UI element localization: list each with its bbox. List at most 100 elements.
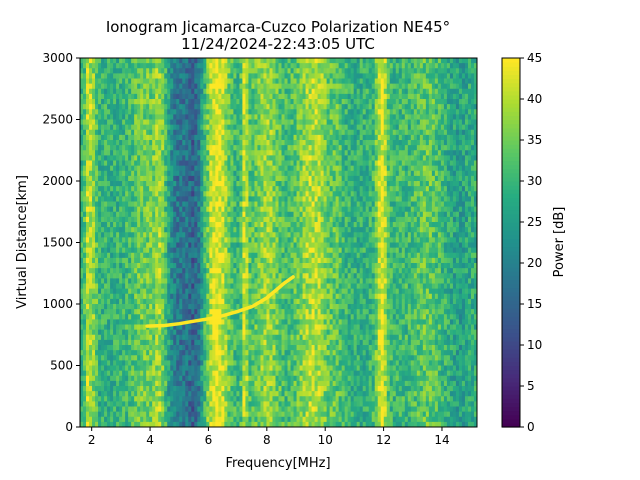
heatmap-cell — [266, 411, 270, 418]
heatmap-cell — [227, 375, 231, 382]
heatmap-cell — [239, 114, 243, 121]
heatmap-cell — [110, 278, 114, 285]
heatmap-cell — [206, 181, 210, 187]
heatmap-cell — [206, 293, 210, 300]
heatmap-cell — [260, 319, 264, 326]
heatmap-cell — [194, 124, 198, 131]
heatmap-cell — [236, 93, 240, 100]
heatmap-cell — [284, 396, 289, 402]
heatmap-cell — [206, 268, 210, 274]
heatmap-cell — [134, 396, 138, 402]
heatmap-cell — [104, 345, 108, 351]
heatmap-cell — [98, 370, 102, 377]
heatmap-cell — [230, 104, 234, 110]
heatmap-cell — [221, 175, 225, 182]
heatmap-cell — [215, 401, 219, 408]
heatmap-cell — [86, 401, 90, 408]
heatmap-cell — [83, 93, 87, 100]
heatmap-cell — [194, 339, 198, 346]
heatmap-cell — [107, 155, 111, 162]
heatmap-cell — [170, 298, 174, 305]
heatmap-cell — [161, 124, 165, 131]
heatmap-cell — [167, 155, 171, 162]
heatmap-cell — [110, 196, 114, 203]
heatmap-cell — [236, 124, 240, 131]
heatmap-cell — [146, 216, 150, 223]
heatmap-cell — [227, 109, 231, 115]
heatmap-cell — [101, 227, 105, 233]
heatmap-cell — [257, 370, 261, 377]
heatmap-cell — [224, 293, 228, 300]
heatmap-cell — [236, 298, 240, 305]
heatmap-cell — [185, 283, 189, 290]
heatmap-cell — [134, 104, 138, 110]
heatmap-cell — [200, 288, 204, 295]
heatmap-cell — [137, 391, 141, 397]
heatmap-cell — [194, 237, 198, 244]
heatmap-cell — [242, 222, 246, 228]
heatmap-cell — [224, 119, 228, 126]
heatmap-cell — [161, 227, 165, 233]
heatmap-cell — [152, 309, 156, 315]
heatmap-cell — [149, 360, 153, 367]
heatmap-cell — [98, 416, 102, 423]
heatmap-cell — [284, 58, 289, 64]
heatmap-cell — [242, 134, 246, 141]
heatmap-cell — [134, 350, 138, 356]
heatmap-cell — [164, 104, 168, 110]
heatmap-cell — [119, 73, 123, 80]
heatmap-cell — [116, 140, 120, 146]
heatmap-cell — [119, 391, 123, 397]
heatmap-cell — [167, 88, 171, 95]
heatmap-cell — [221, 329, 225, 336]
heatmap-cell — [128, 134, 132, 141]
heatmap-cell — [281, 355, 286, 361]
heatmap-cell — [137, 283, 141, 290]
heatmap-cell — [92, 99, 96, 105]
heatmap-cell — [116, 406, 120, 413]
heatmap-cell — [176, 293, 180, 300]
heatmap-cell — [284, 222, 289, 228]
heatmap-cell — [257, 140, 261, 146]
heatmap-cell — [284, 406, 289, 413]
heatmap-cell — [185, 232, 189, 238]
heatmap-cell — [119, 334, 123, 341]
heatmap-cell — [221, 165, 225, 172]
heatmap-cell — [212, 186, 216, 192]
heatmap-cell — [101, 329, 105, 336]
heatmap-cell — [86, 181, 90, 187]
heatmap-cell — [185, 191, 189, 197]
heatmap-cell — [251, 134, 255, 141]
heatmap-cell — [158, 109, 162, 115]
heatmap-cell — [242, 175, 246, 182]
heatmap-cell — [98, 216, 102, 223]
heatmap-cell — [179, 298, 183, 305]
heatmap-cell — [245, 88, 249, 95]
heatmap-cell — [179, 68, 183, 74]
heatmap-cell — [227, 165, 231, 172]
heatmap-cell — [89, 278, 93, 285]
heatmap-cell — [227, 370, 231, 377]
heatmap-cell — [152, 216, 156, 223]
heatmap-cell — [158, 298, 162, 305]
heatmap-cell — [203, 237, 207, 244]
heatmap-cell — [224, 304, 228, 310]
heatmap-cell — [284, 63, 289, 69]
heatmap-cell — [143, 165, 147, 172]
heatmap-cell — [89, 201, 93, 208]
heatmap-cell — [191, 99, 195, 105]
heatmap-cell — [125, 386, 129, 392]
heatmap-cell — [179, 175, 183, 182]
heatmap-cell — [92, 83, 96, 90]
heatmap-cell — [125, 252, 129, 259]
heatmap-cell — [182, 370, 186, 377]
heatmap-cell — [254, 324, 258, 331]
heatmap-cell — [242, 396, 246, 402]
heatmap-cell — [155, 206, 159, 213]
heatmap-cell — [173, 227, 177, 233]
heatmap-cell — [287, 78, 292, 85]
heatmap-cell — [209, 140, 213, 146]
heatmap-cell — [98, 309, 102, 315]
heatmap-cell — [80, 227, 84, 233]
heatmap-cell — [275, 355, 279, 361]
